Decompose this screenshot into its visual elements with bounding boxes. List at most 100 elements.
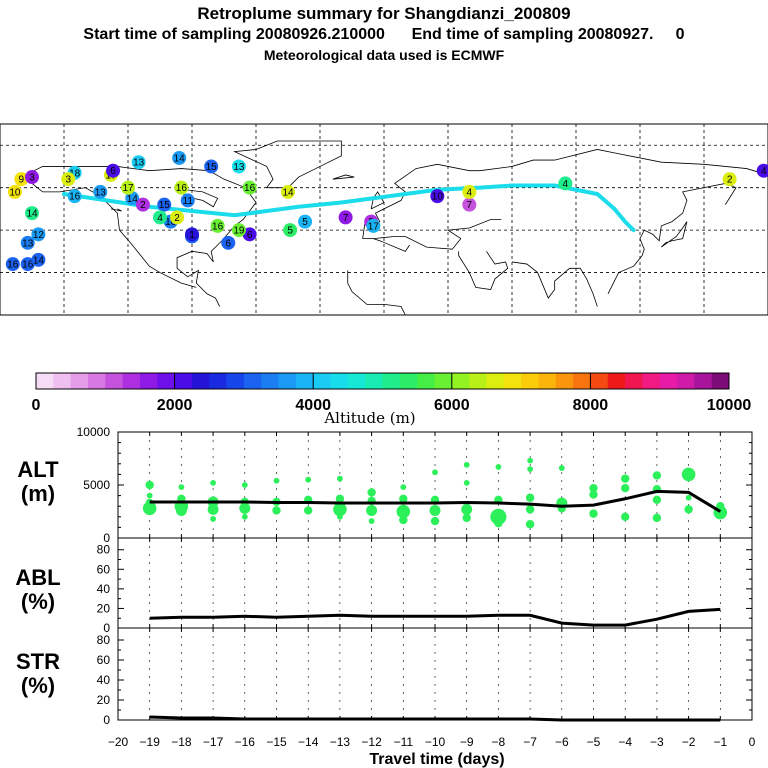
coastline <box>110 208 122 212</box>
map-marker: 1 <box>185 227 199 242</box>
marker-dot <box>93 184 108 199</box>
str-unit: (%) <box>21 673 55 698</box>
marker-label: 7 <box>343 213 349 224</box>
altitude-point <box>399 515 408 525</box>
x-tick-label: −14 <box>298 735 319 749</box>
marker-label: 16 <box>176 183 188 194</box>
trajectory-line <box>62 183 636 233</box>
altitude-point <box>399 494 408 503</box>
colorbar-segment <box>607 373 626 389</box>
colorbar-tick-label: 2000 <box>157 397 193 414</box>
marker-label: 4 <box>563 179 569 190</box>
marker-dot <box>338 210 353 225</box>
altitude-point <box>333 502 347 517</box>
marker-label: 16 <box>69 192 81 203</box>
altitude-point <box>146 492 153 499</box>
marker-dot <box>204 159 219 174</box>
marker-dot <box>180 193 195 208</box>
altitude-point <box>175 504 187 516</box>
altitude-point <box>525 520 535 529</box>
marker-label: 2 <box>727 175 733 186</box>
x-tick-label: −11 <box>394 735 414 749</box>
x-tick-label: −15 <box>266 735 287 749</box>
x-tick-label: −5 <box>587 735 601 749</box>
map-marker: 14 <box>25 206 39 221</box>
x-tick-label: −8 <box>492 735 506 749</box>
map-marker: 6 <box>242 227 257 242</box>
marker-dot <box>283 223 298 238</box>
marker-label: 19 <box>233 226 245 237</box>
colorbar-segment <box>451 373 470 389</box>
colorbar-segment <box>53 373 71 389</box>
colorbar-tick-label: 0 <box>32 397 41 414</box>
colorbar-segment <box>399 373 418 389</box>
marker-label: 4 <box>467 187 473 198</box>
map-marker: 2 <box>135 197 150 212</box>
x-tick-label: −12 <box>361 735 382 749</box>
colorbar-segment <box>486 373 505 389</box>
marker-dot <box>121 180 135 195</box>
x-tick-label: −4 <box>618 735 632 749</box>
panel-frame <box>117 627 753 721</box>
altitude-point <box>461 503 473 515</box>
map-marker: 5 <box>283 223 298 238</box>
marker-label: 14 <box>127 194 139 205</box>
altitude-point <box>305 476 312 483</box>
marker-dot <box>25 206 39 221</box>
colorbar-segment <box>191 373 210 389</box>
marker-label: 14 <box>174 153 186 164</box>
marker-dot <box>125 191 140 206</box>
x-tick-label: −9 <box>460 735 474 749</box>
map-marker: 17 <box>121 180 135 195</box>
altitude-point <box>462 513 471 523</box>
marker-label: 5 <box>287 226 293 237</box>
colorbar-segment <box>70 373 89 389</box>
map-marker: 13 <box>93 184 108 199</box>
marker-label: 17 <box>122 183 134 194</box>
map-marker: 14 <box>172 150 187 165</box>
altitude-point <box>366 504 378 516</box>
marker-dot <box>231 159 246 174</box>
marker-label: 4 <box>761 166 767 177</box>
x-tick-label: −3 <box>650 735 664 749</box>
marker-label: 4 <box>157 213 163 224</box>
colorbar-segment <box>469 373 487 389</box>
colorbar-segment <box>659 373 678 389</box>
map-marker: 14 <box>125 191 140 206</box>
colorbar-segment <box>174 373 193 389</box>
marker-label: 14 <box>26 209 38 220</box>
x-tick-label: −7 <box>523 735 537 749</box>
str-panel: 0 20 40 60 80 <box>97 627 753 727</box>
x-tick-label: −13 <box>330 735 351 749</box>
marker-label: 2 <box>174 213 180 224</box>
y-tick-label: 0 <box>103 621 110 635</box>
altitude-point <box>652 471 662 480</box>
marker-label: 7 <box>467 200 473 211</box>
marker-dot <box>106 163 121 178</box>
colorbar-segment <box>365 373 383 389</box>
panel-frame <box>117 537 753 629</box>
marker-dot <box>20 235 35 250</box>
colorbar-segment <box>105 373 123 389</box>
colorbar-tick-label: 10000 <box>707 397 752 414</box>
altitude-colorbar: 0 2000 4000 6000 8000 10000 <box>32 372 752 414</box>
altitude-point <box>368 518 375 524</box>
map-marker: 13 <box>20 235 35 250</box>
altitude-point <box>494 518 503 528</box>
colorbar-segment <box>590 373 609 389</box>
altitude-median-line <box>149 489 722 513</box>
y-tick-label: 40 <box>97 673 111 687</box>
marker-dot <box>210 218 225 233</box>
altitude-point <box>142 501 157 516</box>
colorbar-segment <box>521 373 539 389</box>
marker-dot <box>20 257 35 272</box>
coastline <box>370 191 385 210</box>
altitude-point <box>367 488 376 497</box>
marker-dot <box>722 172 737 187</box>
coastline <box>511 261 598 307</box>
altitude-point <box>239 502 251 514</box>
altitude-point <box>400 484 407 491</box>
map-marker: 4 <box>558 176 573 191</box>
altitude-point <box>685 494 692 501</box>
altitude-point <box>337 513 343 520</box>
